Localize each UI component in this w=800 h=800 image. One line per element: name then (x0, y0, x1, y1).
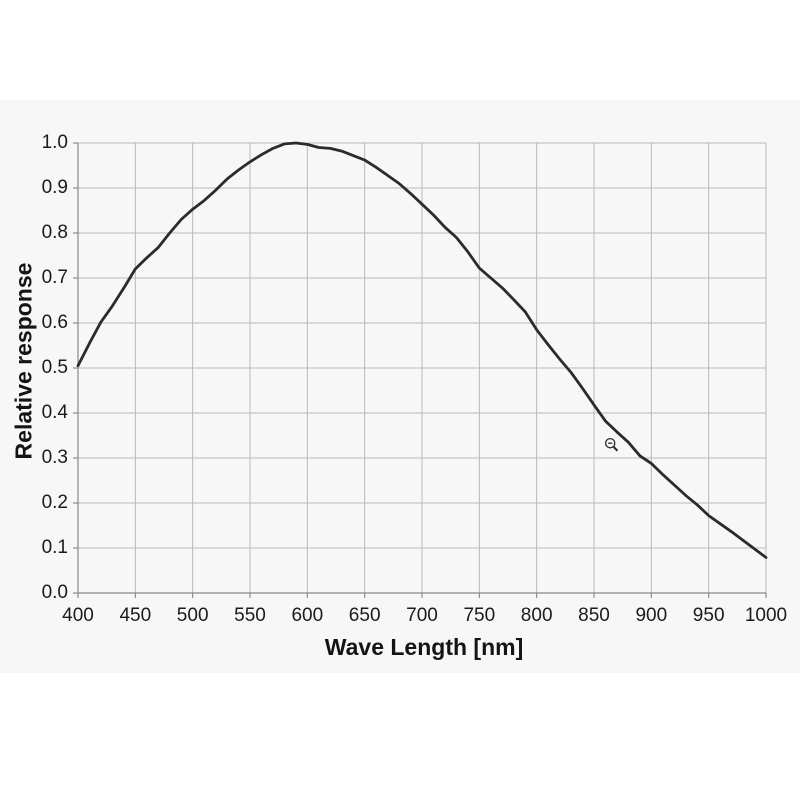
x-tick-label: 750 (463, 605, 496, 626)
y-tick-label: 0.7 (41, 267, 68, 288)
x-tick-label: 850 (578, 605, 610, 626)
x-tick-label: 400 (62, 605, 94, 626)
y-tick-label: 0.3 (41, 447, 68, 468)
y-tick-label: 1.0 (41, 132, 68, 153)
response-curve (76, 141, 768, 559)
spectral-response-chart[interactable]: Relative response Wave Length [nm] 400 45… (0, 100, 800, 673)
x-tick-label: 1000 (744, 605, 788, 626)
x-tick-label: 800 (520, 605, 553, 626)
y-tick-label: 0.9 (41, 177, 68, 198)
y-tick-label: 0.0 (41, 582, 68, 603)
zoom-out-cursor-icon (604, 437, 619, 452)
x-tick-label: 600 (291, 605, 324, 626)
x-tick-label: 650 (348, 605, 381, 626)
y-tick-label: 0.2 (41, 492, 68, 513)
x-tick-label: 900 (635, 605, 668, 626)
x-tick-label: 500 (176, 605, 209, 626)
x-tick-label: 550 (234, 605, 266, 626)
plot-area (0, 100, 800, 673)
y-tick-label: 0.5 (41, 357, 68, 378)
plot-background (0, 100, 800, 673)
x-axis-title: Wave Length [nm] (324, 634, 524, 660)
x-tick-label: 700 (406, 605, 438, 626)
y-tick-label: 0.4 (41, 402, 68, 423)
y-tick-label: 0.6 (41, 312, 68, 333)
y-tick-label: 0.1 (41, 537, 68, 558)
y-tick-label: 0.8 (41, 222, 68, 243)
x-tick-label: 950 (692, 605, 725, 626)
x-tick-label: 450 (119, 605, 152, 626)
